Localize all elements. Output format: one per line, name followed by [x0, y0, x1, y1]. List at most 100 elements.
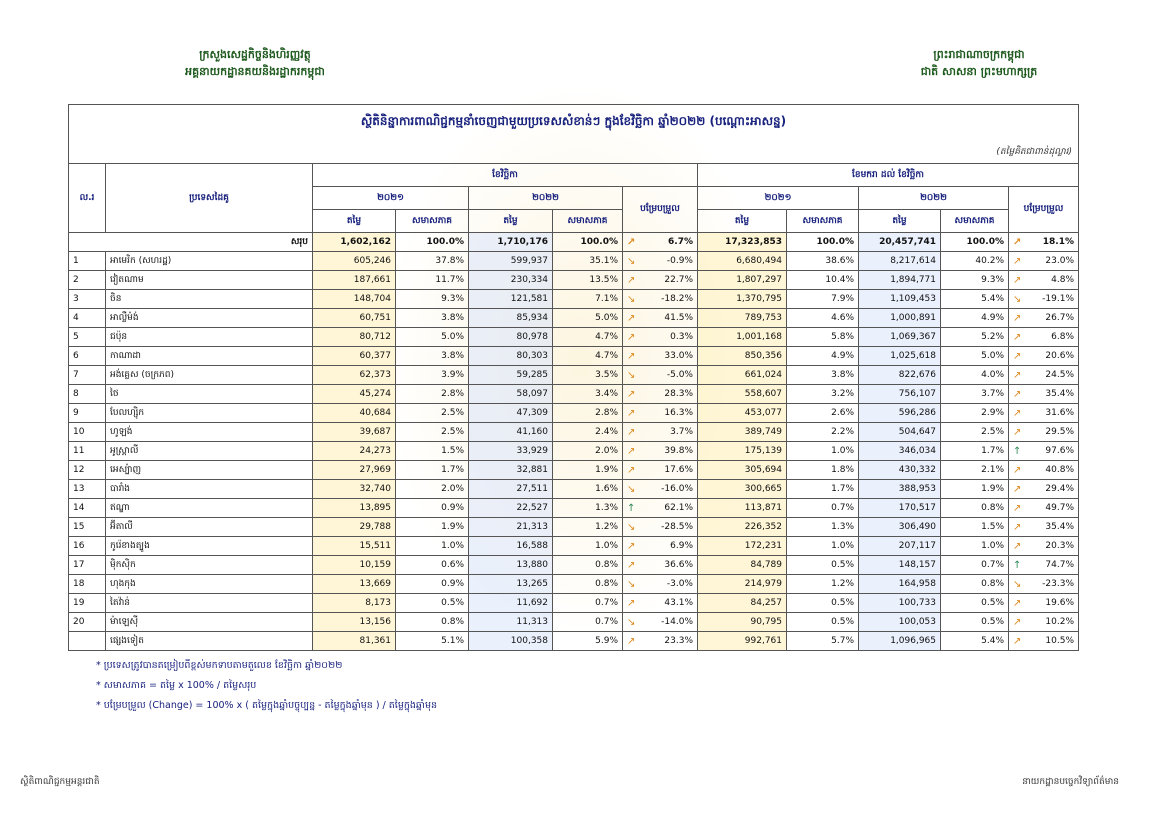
cell: 2.1% [940, 460, 1009, 480]
trend-arrow: ↗ [627, 388, 636, 400]
cell: 1 [68, 251, 106, 271]
cell: ↗ 16.3% [622, 403, 698, 423]
cell: 5.0% [940, 346, 1009, 366]
cell: 2.5% [395, 403, 469, 423]
table-row: ផ្សេងទៀត 81,361 5.1% 100,358 5.9% ↗ 23.3% 992,7… [68, 631, 1079, 651]
cell: ២០២២ [858, 186, 1009, 210]
cell: 5.0% [395, 327, 469, 347]
table-row: 10 ហូឡង់ 39,687 2.5% 41,160 2.4% ↗ 3.7% 389,749 2… [68, 422, 1079, 442]
cell: បម្រែបម្រួល [1008, 186, 1079, 233]
cell: 1,069,367 [858, 327, 941, 347]
cell: 16,588 [468, 536, 553, 556]
cell: 9.3% [395, 289, 469, 309]
cell: 8,173 [312, 593, 396, 613]
trend-arrow: ↗ [1013, 255, 1022, 267]
cell: ↗ 26.7% [1008, 308, 1079, 328]
cell: តៃវ៉ាន់ [105, 593, 313, 613]
cell: អូស្ត្រាលី [105, 441, 313, 461]
cell: សរុប [68, 232, 313, 252]
trend-arrow: ↗ [627, 426, 636, 438]
cell: 11.7% [395, 270, 469, 290]
trend-arrow: ↗ [627, 597, 636, 609]
trend-arrow: ↘ [627, 255, 636, 267]
cell: 306,490 [858, 517, 941, 537]
cell: 13,156 [312, 612, 396, 632]
cell: 1,894,771 [858, 270, 941, 290]
cell: ខែមករា ដល់ ខែវិច្ឆិកា [697, 163, 1079, 187]
cell: ↗ 35.4% [1008, 517, 1079, 537]
cell: 4.9% [940, 308, 1009, 328]
cell: ↗ 0.3% [622, 327, 698, 347]
trend-arrow: ↗ [1013, 464, 1022, 476]
cell: 430,332 [858, 460, 941, 480]
cell: 1,807,297 [697, 270, 787, 290]
cell: 1,370,795 [697, 289, 787, 309]
cell: 90,795 [697, 612, 787, 632]
cell: តម្លៃ [468, 209, 553, 233]
table-row: 15 អ៊ីតាលី 29,788 1.9% 21,313 1.2% ↘ -28.5% 226,… [68, 517, 1079, 537]
cell: 11 [68, 441, 106, 461]
cell: 2.5% [940, 422, 1009, 442]
trend-arrow: ↑ [627, 502, 636, 514]
trend-arrow: ↘ [627, 521, 636, 533]
cell: 822,676 [858, 365, 941, 385]
ministry: ក្រសួងសេដ្ឋកិច្ចនិងហិរញ្ញវត្ថុ [199, 48, 311, 61]
table-title: ស្ថិតិនិន្នាការពាណិជ្ជកម្មនាំចេញជាមួយប្រ… [68, 104, 1079, 164]
cell: 4.9% [786, 346, 859, 366]
cell: 2.5% [395, 422, 469, 442]
cell: ↗ 33.0% [622, 346, 698, 366]
cell: 100.0% [786, 232, 859, 252]
cell: ជប៉ុន [105, 327, 313, 347]
cell: 1,000,891 [858, 308, 941, 328]
trend-arrow: ↗ [627, 559, 636, 571]
cell: 1.8% [786, 460, 859, 480]
cell: 22,527 [468, 498, 553, 518]
cell: 1,025,618 [858, 346, 941, 366]
cell: 24,273 [312, 441, 396, 461]
cell: 1.0% [786, 441, 859, 461]
motto: ជាតិ សាសនា ព្រះមហាក្សត្រ [920, 65, 1038, 78]
cell: ↘ -14.0% [622, 612, 698, 632]
cell: 789,753 [697, 308, 787, 328]
table-row: 2 វៀតណាម 187,661 11.7% 230,334 13.5% ↗ 22.7% 1,8… [68, 270, 1079, 290]
trend-arrow: ↗ [1013, 635, 1022, 647]
cell: ហូឡង់ [105, 422, 313, 442]
cell: 2.2% [786, 422, 859, 442]
trend-arrow: ↗ [1013, 540, 1022, 552]
cell: 4 [68, 308, 106, 328]
cell: 12 [68, 460, 106, 480]
cell: 1.3% [786, 517, 859, 537]
cell: 187,661 [312, 270, 396, 290]
cell: 164,958 [858, 574, 941, 594]
cell: 6 [68, 346, 106, 366]
cell: ↗ 29.5% [1008, 422, 1079, 442]
cell: 1,001,168 [697, 327, 787, 347]
cell: 58,097 [468, 384, 553, 404]
department: អគ្គនាយកដ្ឋានគយនិងរដ្ឋាករកម្ពុជា [185, 65, 325, 78]
cell: 0.9% [395, 498, 469, 518]
cell: 13 [68, 479, 106, 499]
cell: 1.0% [940, 536, 1009, 556]
cell: 1.5% [940, 517, 1009, 537]
cell: 4.7% [552, 346, 623, 366]
cell: 5.0% [552, 308, 623, 328]
cell: 5.4% [940, 289, 1009, 309]
cell: 10.4% [786, 270, 859, 290]
cell: 1.5% [395, 441, 469, 461]
cell: ↗ 6.7% [622, 232, 698, 252]
cell: 113,871 [697, 498, 787, 518]
trend-arrow: ↗ [627, 407, 636, 419]
cell: អាល្លឺម៉ង់ [105, 308, 313, 328]
trend-arrow: ↗ [1013, 407, 1022, 419]
cell: 0.5% [786, 555, 859, 575]
notes: * ប្រទេសត្រូវបានតម្រៀបពីខ្ពស់មកទាបតាមតួល… [96, 656, 437, 716]
cell: ↗ 20.6% [1008, 346, 1079, 366]
cell: ↘ -5.0% [622, 365, 698, 385]
cell: 27,511 [468, 479, 553, 499]
cell: ↗ 6.8% [1008, 327, 1079, 347]
note: * បម្រែបម្រួល (Change) = 100% x ( តម្លៃក… [96, 700, 438, 711]
cell: 17 [68, 555, 106, 575]
cell: 172,231 [697, 536, 787, 556]
cell: ↗ 40.8% [1008, 460, 1079, 480]
cell: 33,929 [468, 441, 553, 461]
